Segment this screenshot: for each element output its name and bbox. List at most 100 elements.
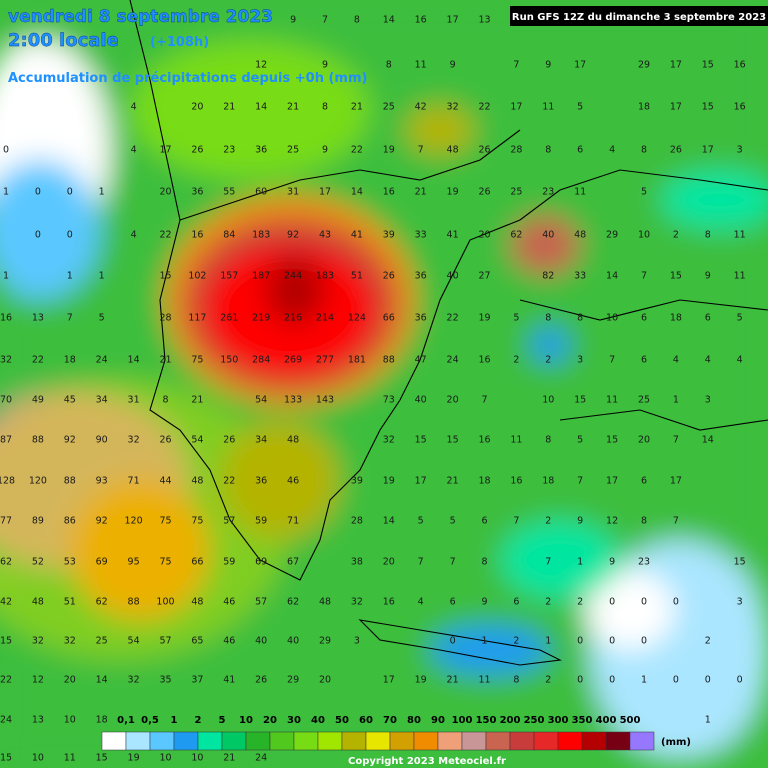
grid-value: 4 (705, 355, 711, 366)
grid-value: 88 (64, 476, 76, 487)
grid-value: 36 (415, 271, 427, 282)
legend-swatch (605, 731, 631, 751)
grid-value: 55 (223, 187, 235, 198)
grid-value: 26 (255, 675, 267, 686)
grid-value: 2 (673, 230, 679, 241)
legend-label: 1 (171, 715, 178, 726)
grid-value: 39 (351, 476, 363, 487)
grid-value: 54 (191, 435, 203, 446)
grid-value: 15 (702, 102, 714, 113)
grid-value: 14 (96, 675, 108, 686)
grid-value: 7 (577, 476, 583, 487)
grid-value: 17 (670, 476, 682, 487)
grid-value: 57 (223, 516, 235, 527)
grid-value: 87 (0, 435, 12, 446)
grid-value: 88 (128, 597, 140, 608)
grid-value: 22 (159, 230, 171, 241)
grid-value: 25 (383, 102, 395, 113)
grid-value: 14 (255, 102, 267, 113)
grid-value: 187 (252, 271, 270, 282)
grid-value: 54 (128, 636, 140, 647)
grid-value: 0 (705, 675, 711, 686)
grid-value: 20 (638, 435, 650, 446)
grid-value: 19 (478, 313, 490, 324)
grid-value: 67 (287, 557, 299, 568)
legend-swatch (101, 731, 127, 751)
legend-swatch (629, 731, 655, 751)
grid-value: 16 (734, 60, 746, 71)
grid-value: 37 (191, 675, 203, 686)
grid-value: 19 (383, 476, 395, 487)
grid-value: 22 (478, 102, 490, 113)
grid-value: 16 (383, 187, 395, 198)
grid-value: 32 (0, 355, 12, 366)
grid-value: 86 (64, 516, 76, 527)
grid-value: 16 (383, 597, 395, 608)
grid-value: 1 (3, 271, 9, 282)
grid-value: 183 (252, 230, 270, 241)
grid-value: 62 (0, 557, 12, 568)
grid-value: 5 (641, 187, 647, 198)
grid-value: 13 (478, 15, 490, 26)
grid-value: 17 (447, 15, 459, 26)
legend-label: 90 (431, 715, 445, 726)
legend-label: 300 (548, 715, 569, 726)
grid-value: 14 (351, 187, 363, 198)
grid-value: 8 (162, 395, 168, 406)
legend-swatch (533, 731, 559, 751)
grid-value: 5 (450, 516, 456, 527)
grid-value: 41 (223, 675, 235, 686)
grid-value: 3 (737, 145, 743, 156)
grid-value: 15 (670, 271, 682, 282)
grid-value: 36 (255, 476, 267, 487)
grid-value: 26 (383, 271, 395, 282)
grid-value: 10 (159, 753, 171, 764)
grid-value: 16 (0, 313, 12, 324)
grid-value: 7 (418, 557, 424, 568)
grid-value: 10 (542, 395, 554, 406)
legend-label: 10 (239, 715, 253, 726)
grid-value: 3 (354, 636, 360, 647)
legend-swatch (221, 731, 247, 751)
grid-value: 15 (606, 435, 618, 446)
grid-value: 143 (316, 395, 334, 406)
grid-value: 1 (705, 715, 711, 726)
grid-value: 7 (450, 557, 456, 568)
grid-value: 7 (322, 15, 328, 26)
legend-label: 70 (383, 715, 397, 726)
grid-value: 12 (255, 60, 267, 71)
grid-value: 216 (284, 313, 302, 324)
grid-value: 60 (255, 187, 267, 198)
grid-value: 0 (673, 675, 679, 686)
grid-value: 29 (319, 636, 331, 647)
grid-value: 92 (96, 516, 108, 527)
grid-value: 52 (32, 557, 44, 568)
grid-value: 7 (67, 313, 73, 324)
grid-value: 5 (418, 516, 424, 527)
grid-value: 92 (64, 435, 76, 446)
grid-value: 47 (415, 355, 427, 366)
date: vendredi 8 septembre 2023 (8, 7, 273, 27)
grid-value: 22 (223, 476, 235, 487)
grid-value: 7 (513, 516, 519, 527)
legend: 0,1 0,5 1 2 5 10 20 30 40 50 60 70 80 90 100 150 200 250 3… (101, 715, 691, 751)
grid-value: 16 (191, 230, 203, 241)
grid-value: 22 (32, 355, 44, 366)
legend-label: 200 (500, 715, 521, 726)
legend-label: 2 (195, 715, 202, 726)
legend-label: 40 (311, 715, 325, 726)
grid-value: 11 (734, 230, 746, 241)
grid-value: 46 (223, 597, 235, 608)
grid-value: 11 (478, 675, 490, 686)
grid-value: 6 (705, 313, 711, 324)
grid-value: 18 (96, 715, 108, 726)
grid-value: 48 (574, 230, 586, 241)
grid-value: 120 (29, 476, 47, 487)
grid-value: 15 (0, 753, 12, 764)
grid-value: 8 (386, 60, 392, 71)
subtitle: Accumulation de précipitations depuis +0… (8, 71, 367, 86)
grid-value: 4 (131, 145, 137, 156)
grid-value: 18 (638, 102, 650, 113)
grid-value: 31 (287, 187, 299, 198)
grid-value: 22 (0, 675, 12, 686)
